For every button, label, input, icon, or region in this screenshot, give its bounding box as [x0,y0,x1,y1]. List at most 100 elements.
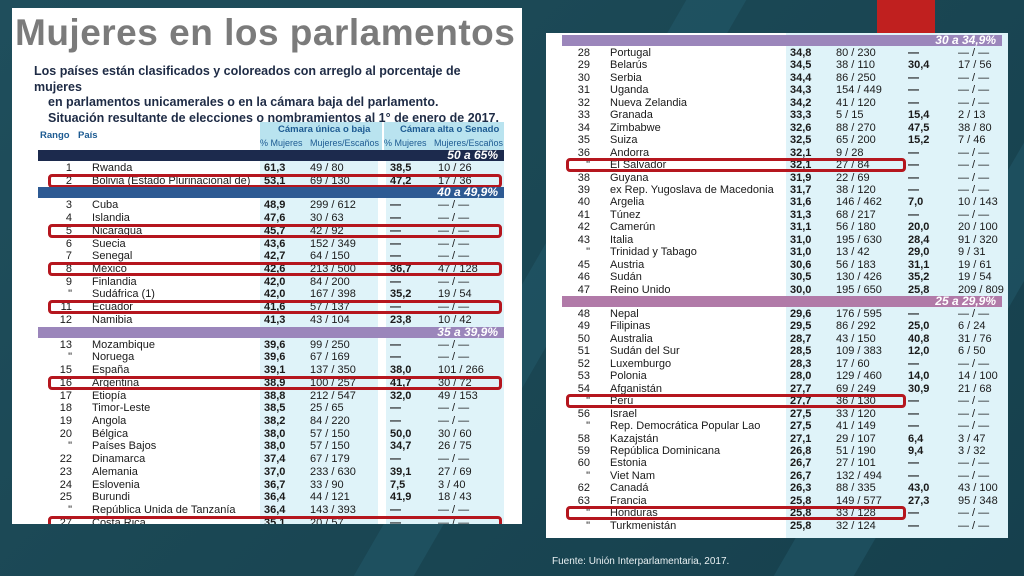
rank-cell: 40 [577,196,590,209]
seats-cell: 64 / 150 [310,250,350,263]
table-row: 7 Senegal 42,7 64 / 150 — — / — [38,250,504,263]
header-seats-upper: Mujeres/Escaños [434,138,504,148]
pct-upper-cell: 9,4 [908,444,924,457]
country-cell: Túnez [610,208,641,221]
country-cell: Países Bajos [92,440,157,453]
pct-upper-cell: — [908,171,919,184]
seats-cell: 80 / 230 [836,47,876,59]
country-cell: Senegal [92,250,133,263]
left-table-panel: Mujeres en los parlamentos Los países es… [12,8,522,524]
pct-cell: 31,3 [790,208,812,221]
table-row: 59 República Dominicana 26,8 51 / 190 9,4 3 /… [562,445,1002,458]
right-table-panel: 30 a 34,9% 28 Portugal 34,8 80 / 230— — / —29… [546,33,1008,538]
pct-cell: 30,5 [790,271,812,284]
seats-upper-cell: 14 / 100 [958,370,998,383]
pct-upper-cell: 41,7 [390,376,412,389]
seats-upper-cell: — / — [958,84,990,97]
seats-upper-cell: — / — [438,338,470,351]
table-row: 58 Kazajstán 27,1 29 / 107 6,4 3 / 47 [562,433,1002,446]
table-row: 11 Ecuador 41,6 57 / 137 — — / — [38,301,504,314]
left-table-body: 50 a 65% 1 Rwanda 61,3 49 / 80 38,5 10 / 26 2 Bo… [38,149,504,524]
seats-cell: 25 / 65 [310,402,344,415]
rank-cell: " [68,351,72,364]
pct-cell: 42,0 [264,288,286,301]
rank-cell: 46 [577,271,590,284]
pct-upper-cell: — [908,469,919,482]
country-cell: Eslovenia [92,478,140,491]
rank-cell: " [586,519,590,532]
pct-upper-cell: 34,7 [390,440,412,453]
seats-cell: 67 / 169 [310,351,350,364]
pct-cell: 27,5 [790,420,812,433]
seats-cell: 109 / 383 [836,345,882,358]
pct-upper-cell: 15,4 [908,109,930,122]
seats-upper-cell: — / — [958,519,990,532]
band-header: 30 a 34,9% [562,34,1002,46]
pct-cell: 27,5 [790,407,812,420]
table-row: 17 Etiopía 38,8 212 / 547 32,0 49 / 153 [38,390,504,403]
pct-cell: 39,1 [264,364,286,377]
seats-cell: 51 / 190 [836,444,876,457]
rank-cell: 59 [577,444,590,457]
pct-cell: 34,4 [790,71,812,84]
seats-upper-cell: 49 / 153 [438,389,478,402]
seats-upper-cell: 6 / 50 [958,345,986,358]
pct-cell: 38,5 [264,402,286,415]
country-cell: Polonia [610,370,647,383]
pct-upper-cell: 47,2 [390,174,412,187]
seats-cell: 41 / 120 [836,96,876,109]
pct-cell: 34,2 [790,96,812,109]
pct-cell: 41,3 [264,313,286,326]
country-cell: Uganda [610,84,649,97]
table-row: 2 Bolivia (Estado Plurinacional de) 53,1 69… [38,175,504,188]
table-row: 40 Argelia 31,6 146 / 462 7,0 10 / 143 [562,196,1002,209]
pct-cell: 34,8 [790,47,812,59]
country-cell: Finlandia [92,275,137,288]
pct-upper-cell: — [390,212,401,225]
seats-cell: 57 / 137 [310,301,350,314]
table-row: 39 ex Rep. Yugoslava de Macedonia 31,7 38 /… [562,184,1002,197]
country-cell: El Salvador [610,159,667,172]
seats-upper-cell: — / — [958,407,990,420]
pct-upper-cell: — [390,338,401,351]
table-row: 20 Bélgica 38,0 57 / 150 50,0 30 / 60 [38,428,504,441]
pct-cell: 43,6 [264,237,286,250]
pct-cell: 35,1 [264,516,286,524]
pct-upper-cell: — [908,420,919,433]
table-row: 47 Reino Unido 30,0 195 / 650 25,8 209 / 809 [562,284,1004,297]
pct-upper-cell: — [390,199,401,212]
country-cell: Nueva Zelandia [610,96,688,109]
rank-cell: 7 [65,250,72,263]
table-row: 25 Burundi 36,4 44 / 121 41,9 18 / 43 [38,491,504,504]
seats-cell: 233 / 630 [310,465,356,478]
pct-cell: 25,8 [790,494,812,507]
table-row: 63 Francia 25,8 149 / 577 27,3 95 / 348 [562,495,1002,508]
table-row: " Honduras 25,8 33 / 128 — — / — [562,507,1002,520]
seats-cell: 43 / 150 [836,332,876,345]
seats-upper-cell: — / — [958,71,990,84]
seats-cell: 69 / 249 [836,382,876,395]
table-row: 13 Mozambique 39,6 99 / 250 — — / — [38,339,504,352]
rank-cell: " [586,469,590,482]
pct-upper-cell: 23,8 [390,313,412,326]
pct-upper-cell: — [908,357,919,370]
pct-upper-cell: — [390,402,401,415]
country-cell: Cuba [92,199,119,212]
seats-upper-cell: 27 / 69 [438,465,472,478]
seats-upper-cell: 19 / 61 [958,258,992,271]
pct-upper-cell: 15,2 [908,134,930,147]
seats-cell: 67 / 179 [310,453,350,466]
pct-cell: 41,6 [264,301,286,314]
country-cell: Zimbabwe [610,121,661,134]
country-cell: Luxemburgo [610,357,672,370]
seats-upper-cell: 7 / 46 [958,134,986,147]
country-cell: Estonia [610,457,647,470]
rank-cell: " [586,395,590,408]
pct-upper-cell: 50,0 [390,427,412,440]
rank-cell: 20 [59,427,72,440]
pct-cell: 38,2 [264,414,286,427]
seats-cell: 22 / 69 [836,171,870,184]
pct-upper-cell: 35,2 [390,288,412,301]
table-row: " Rep. Democrática Popular Lao 27,5 41 / 14… [562,420,1002,433]
table-row: 50 Australia 28,7 43 / 150 40,8 31 / 76 [562,333,1002,346]
